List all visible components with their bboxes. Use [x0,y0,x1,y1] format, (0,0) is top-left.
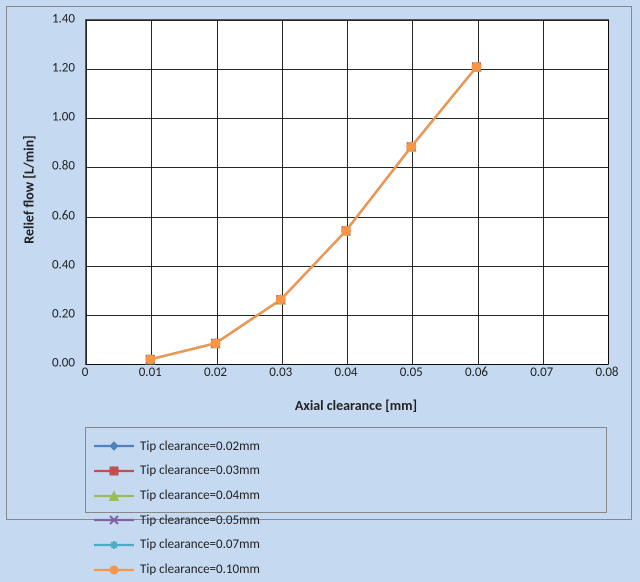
x-axis-title: Axial clearance [mm] [266,397,446,414]
series-marker [276,295,285,304]
y-tick-label: 1.20 [5,61,75,76]
legend-swatch [94,563,134,577]
x-tick-labels: 0 0.01 0.02 0.03 0.04 0.05 0.06 0.07 0.08 [7,363,631,387]
series-line [150,67,476,359]
series-marker [211,339,220,348]
series-line [150,67,476,359]
series-line [150,67,476,359]
legend: Tip clearance=0.02mm Tip clearance=0.03mm… [85,427,607,513]
y-tick-labels: 0.000.200.400.600.801.001.201.40 [7,7,79,519]
x-tick-label: 0.05 [400,365,423,380]
legend-label: Tip clearance=0.10mm [140,562,260,577]
legend-item: Tip clearance=0.02mm [94,434,347,459]
legend-swatch [94,439,134,453]
x-tick-label: 0.06 [465,365,488,380]
series-line [150,67,476,359]
legend-label: Tip clearance=0.02mm [140,439,260,454]
y-tick-label: 0.60 [5,208,75,223]
chart-frame: 0.000.200.400.600.801.001.201.40 00.010.… [6,6,632,520]
y-tick-label: 0.20 [5,306,75,321]
legend-label: Tip clearance=0.05mm [140,513,260,528]
x-tick-label: 0.03 [269,365,292,380]
legend-item: Tip clearance=0.07mm [94,533,347,558]
y-tick-label: 1.40 [5,12,75,27]
series-line [150,67,476,359]
x-tick-label: 0 [82,365,89,380]
x-tick-label: 0.08 [595,365,618,380]
legend-swatch [94,513,134,527]
series-marker [342,226,351,235]
y-axis-title: Relief flow [L/min] [21,110,38,270]
legend-label: Tip clearance=0.07mm [140,537,260,552]
y-tick-label: 1.00 [5,110,75,125]
legend-swatch [94,464,134,478]
x-tick-label: 0.07 [530,365,553,380]
legend-item: Tip clearance=0.03mm [94,459,347,484]
series-line [150,67,476,359]
x-tick-label: 0.04 [334,365,357,380]
y-tick-label: 0.40 [5,257,75,272]
legend-item: Tip clearance=0.10mm [94,557,347,582]
series-marker [407,142,416,151]
y-tick-label: 0.80 [5,159,75,174]
x-tick-label: 0.02 [204,365,227,380]
legend-item: Tip clearance=0.04mm [94,483,347,508]
series-marker [472,62,481,71]
legend-label: Tip clearance=0.04mm [140,488,260,503]
legend-item: Tip clearance=0.05mm [94,508,347,533]
legend-label: Tip clearance=0.03mm [140,463,260,478]
x-tick-label: 0.01 [139,365,162,380]
legend-swatch [94,489,134,503]
legend-swatch [94,538,134,552]
